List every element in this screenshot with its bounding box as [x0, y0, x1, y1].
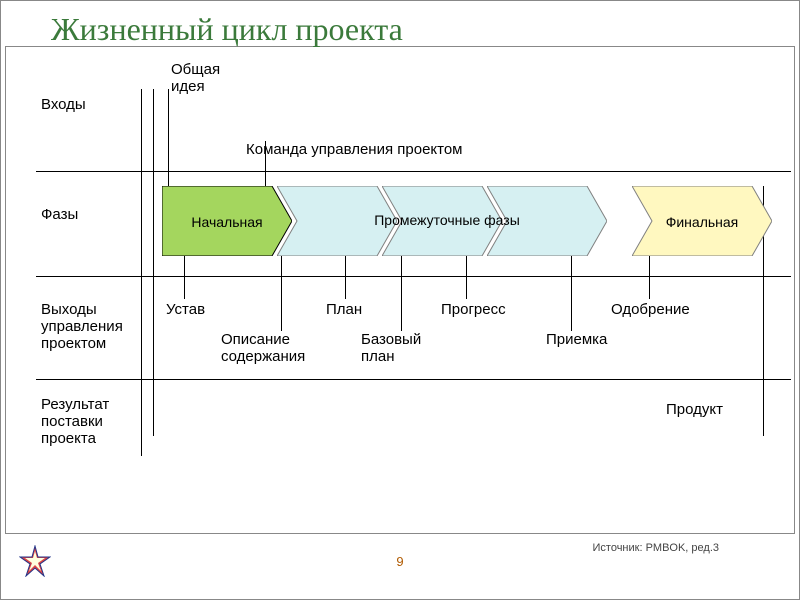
chevron-initial: Начальная	[162, 186, 292, 256]
source-citation: Источник: PMBOK, ред.3	[593, 542, 720, 554]
chevron-row: Начальная Промежуточные фазы Фина	[162, 186, 772, 256]
label-sow: Описание содержания	[221, 331, 331, 365]
tick-approval	[649, 256, 650, 299]
chevron-mid-3	[487, 186, 607, 256]
page-title: Жизненный цикл проекта	[51, 11, 403, 48]
chevron-mid-1	[277, 186, 397, 256]
tick-idea	[168, 89, 169, 186]
tick-baseline	[401, 256, 402, 331]
tick-project-start	[153, 89, 154, 436]
content-border	[5, 46, 795, 534]
slide-frame: Жизненный цикл проекта Входы Фазы Выходы…	[0, 0, 800, 600]
tick-accept	[571, 256, 572, 331]
tick-progress	[466, 256, 467, 299]
label-accept: Приемка	[546, 331, 607, 348]
row-label-result: Результат поставки проекта	[41, 396, 151, 447]
h-line-3	[36, 379, 791, 380]
chevron-final: Финальная	[632, 186, 772, 256]
row-label-phases: Фазы	[41, 206, 78, 223]
label-team: Команда управления проектом	[246, 141, 463, 158]
label-idea: Общая идея	[171, 61, 251, 95]
label-approval: Одобрение	[611, 301, 690, 318]
row-label-inputs: Входы	[41, 96, 86, 113]
label-baseline: Базовый план	[361, 331, 451, 365]
tick-sow	[281, 256, 282, 331]
label-charter: Устав	[166, 301, 205, 318]
label-plan: План	[326, 301, 362, 318]
h-line-2	[36, 276, 791, 277]
h-line-1	[36, 171, 791, 172]
star-icon	[19, 545, 51, 577]
label-product: Продукт	[666, 401, 723, 418]
label-progress: Прогресс	[441, 301, 506, 318]
tick-charter	[184, 256, 185, 299]
row-label-outputs: Выходы управления проектом	[41, 301, 151, 352]
v-axis	[141, 89, 142, 456]
page-number: 9	[396, 554, 403, 569]
chevron-mid-2	[382, 186, 502, 256]
tick-plan	[345, 256, 346, 299]
